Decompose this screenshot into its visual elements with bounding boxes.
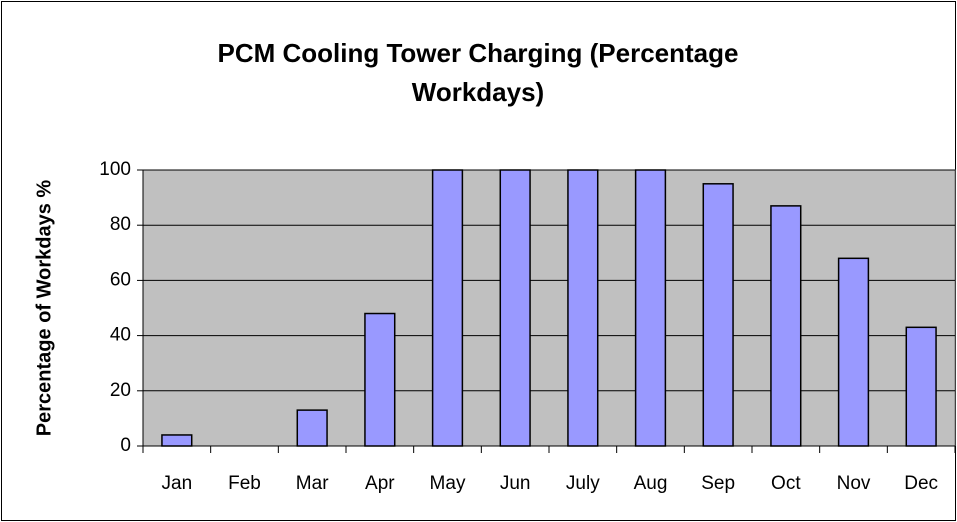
x-tick-label: Feb xyxy=(228,473,261,494)
y-tick-label: 0 xyxy=(120,435,131,456)
x-tick-label: Apr xyxy=(365,473,395,494)
y-tick-label: 60 xyxy=(110,269,131,290)
x-tick-label: Jan xyxy=(162,473,193,494)
x-tick-label: May xyxy=(430,473,466,494)
bar xyxy=(702,183,734,447)
y-tick-label: 20 xyxy=(110,380,131,401)
bar xyxy=(634,169,667,447)
y-tick-label: 100 xyxy=(99,159,131,180)
chart-title: PCM Cooling Tower Charging (Percentage W… xyxy=(217,38,739,107)
x-tick-label: Sep xyxy=(701,473,735,494)
x-tick-label: July xyxy=(566,473,600,494)
bar xyxy=(567,169,599,447)
plot-area xyxy=(142,169,956,447)
bar xyxy=(364,312,396,447)
bar xyxy=(431,169,464,447)
y-axis-label: Percentage of Workdays % xyxy=(33,180,55,437)
y-tick-label: 40 xyxy=(110,325,131,346)
bar xyxy=(770,205,802,447)
x-tick-label: Jun xyxy=(500,473,531,494)
bar xyxy=(161,434,193,447)
x-tick-label: Nov xyxy=(837,473,871,494)
bar xyxy=(296,409,328,447)
bar xyxy=(837,257,870,447)
x-tick-label: Oct xyxy=(771,473,801,494)
bar xyxy=(499,169,531,447)
y-tick-label: 80 xyxy=(110,214,131,235)
bar xyxy=(905,326,937,447)
x-tick-label: Dec xyxy=(904,473,938,494)
x-tick-label: Mar xyxy=(296,473,329,494)
x-tick-label: Aug xyxy=(634,473,668,494)
